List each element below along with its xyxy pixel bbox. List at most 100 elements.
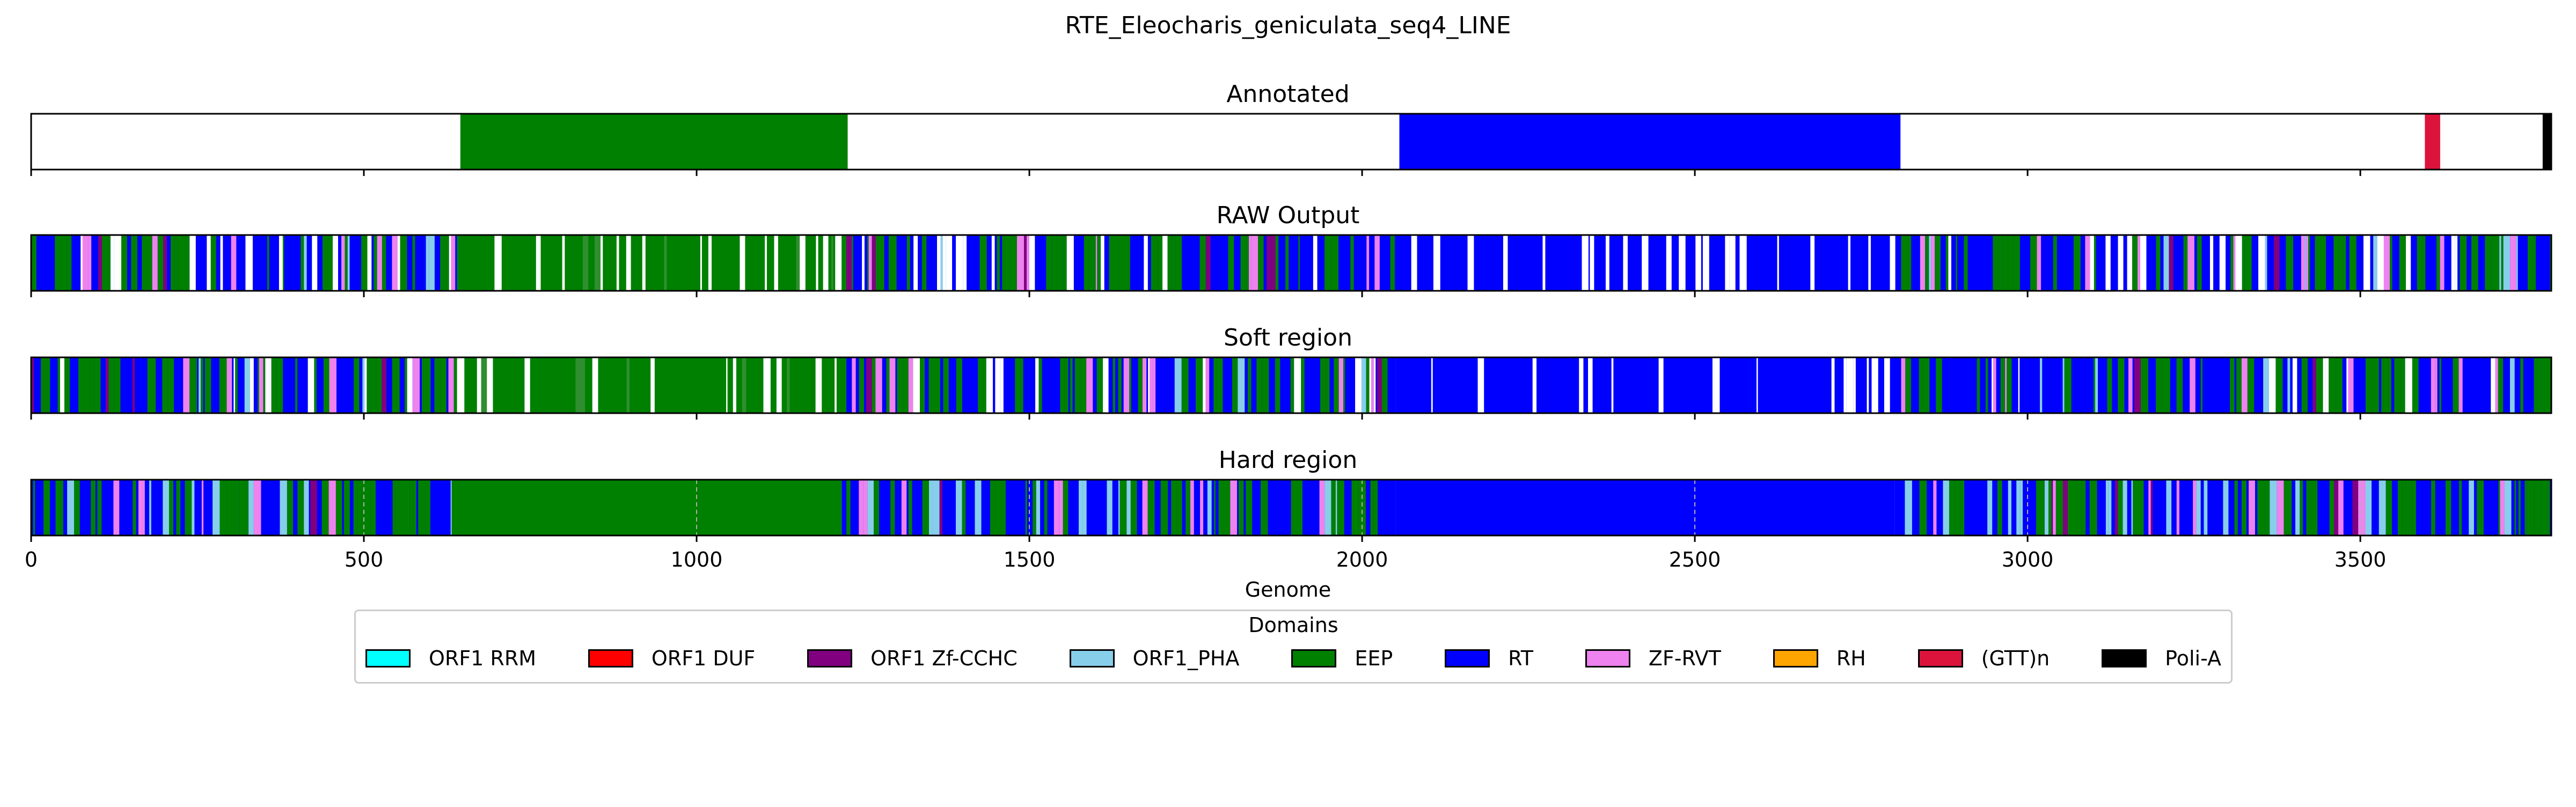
stripe	[940, 235, 943, 291]
stripe	[276, 357, 283, 413]
region-rt	[1395, 235, 1901, 291]
stripe	[2176, 357, 2180, 413]
stripe	[1174, 357, 1182, 413]
stripe	[1044, 480, 1048, 535]
stripe	[43, 480, 50, 535]
stripe	[2379, 480, 2386, 535]
stripe	[2176, 480, 2179, 535]
stripe	[55, 480, 61, 535]
stripe	[2334, 480, 2339, 535]
stripe	[1658, 357, 1664, 413]
stripe	[2385, 480, 2392, 535]
stripe	[374, 235, 377, 291]
stripe	[2044, 480, 2049, 535]
stripe	[2383, 235, 2390, 291]
stripe	[956, 235, 963, 291]
stripe	[2134, 357, 2141, 413]
stripe	[364, 480, 371, 535]
stripe	[935, 357, 939, 413]
stripe	[1335, 480, 1337, 535]
stripe	[2388, 357, 2391, 413]
stripe	[147, 235, 152, 291]
stripe	[392, 235, 398, 291]
stripe	[451, 235, 456, 291]
stripe	[906, 235, 910, 291]
stripe	[1884, 357, 1890, 413]
stripe	[267, 235, 269, 291]
region-rt	[1894, 480, 2551, 535]
stripe	[1285, 235, 1289, 291]
stripe	[2312, 357, 2316, 413]
stripe	[1331, 235, 1339, 291]
stripe	[1294, 357, 1301, 413]
stripe	[1919, 480, 1927, 535]
panel-raw-output: RAW Output	[30, 202, 2552, 297]
stripe	[895, 235, 897, 291]
stripe	[2287, 357, 2290, 413]
stripe	[1712, 357, 1720, 413]
stripe	[2200, 357, 2203, 413]
stripe	[2412, 480, 2416, 535]
stripe	[219, 480, 227, 535]
stripe	[407, 357, 413, 413]
stripe	[742, 357, 747, 413]
stripe	[1993, 235, 1999, 291]
stripe	[2108, 480, 2112, 535]
stripe	[2156, 235, 2161, 291]
stripe	[2534, 357, 2541, 413]
stripe	[1588, 357, 1593, 413]
region-block	[1395, 357, 1901, 413]
stripe	[2204, 480, 2208, 535]
region-rt	[1395, 480, 1895, 535]
stripe	[192, 480, 195, 535]
legend-item-rh: RH	[1773, 647, 1866, 670]
legend-label: ORF1 RRM	[429, 647, 537, 670]
stripe	[2399, 235, 2406, 291]
stripe	[367, 357, 371, 413]
stripe	[1929, 235, 1931, 291]
stripe	[244, 357, 250, 413]
stripe	[2196, 480, 2201, 535]
stripe	[102, 235, 108, 291]
stripe	[2270, 480, 2277, 535]
stripe	[1114, 235, 1120, 291]
x-axis: 0 500 1000 1500 2000 2500 3000 3500	[25, 548, 2387, 571]
stripe	[1320, 357, 1326, 413]
legend-swatch	[2102, 649, 2147, 667]
stripe	[1993, 357, 1996, 413]
stripe	[253, 480, 261, 535]
stripe	[1058, 235, 1063, 291]
stripe	[248, 480, 254, 535]
stripe	[1943, 480, 1949, 535]
stripe	[2133, 480, 2137, 535]
panel-frame	[30, 479, 2552, 537]
stripe	[1666, 235, 1672, 291]
stripe	[1987, 480, 1993, 535]
stripe	[1142, 357, 1147, 413]
stripe	[2460, 235, 2467, 291]
stripe	[67, 480, 75, 535]
stripe	[1977, 357, 1980, 413]
stripe	[265, 357, 269, 413]
stripe	[2501, 235, 2504, 291]
stripe	[487, 357, 493, 413]
stripe	[1926, 235, 1929, 291]
stripe	[2150, 480, 2153, 535]
stripe	[1292, 480, 1297, 535]
stripe	[1251, 235, 1258, 291]
stripe	[2107, 357, 2110, 413]
stripe	[310, 480, 317, 535]
stripe	[1867, 357, 1869, 413]
stripe	[2520, 357, 2523, 413]
stripe	[1074, 357, 1081, 413]
stripe	[1263, 357, 1269, 413]
stripe	[872, 235, 876, 291]
stripe	[2053, 480, 2056, 535]
stripe	[2308, 235, 2310, 291]
stripe	[1205, 235, 1211, 291]
stripe	[1101, 235, 1104, 291]
stripe	[2499, 235, 2501, 291]
stripe	[280, 480, 287, 535]
stripe	[183, 357, 190, 413]
region-eep	[457, 235, 847, 291]
